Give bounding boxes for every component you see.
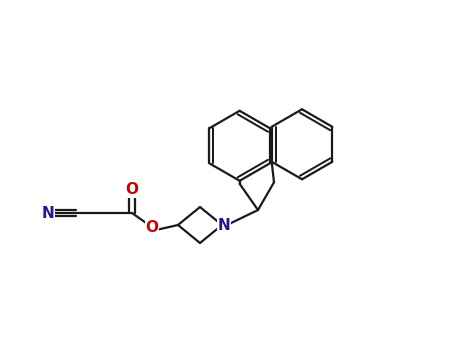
Text: O: O xyxy=(146,220,158,236)
Text: O: O xyxy=(126,182,138,197)
Text: N: N xyxy=(217,217,230,232)
Text: N: N xyxy=(41,205,55,220)
